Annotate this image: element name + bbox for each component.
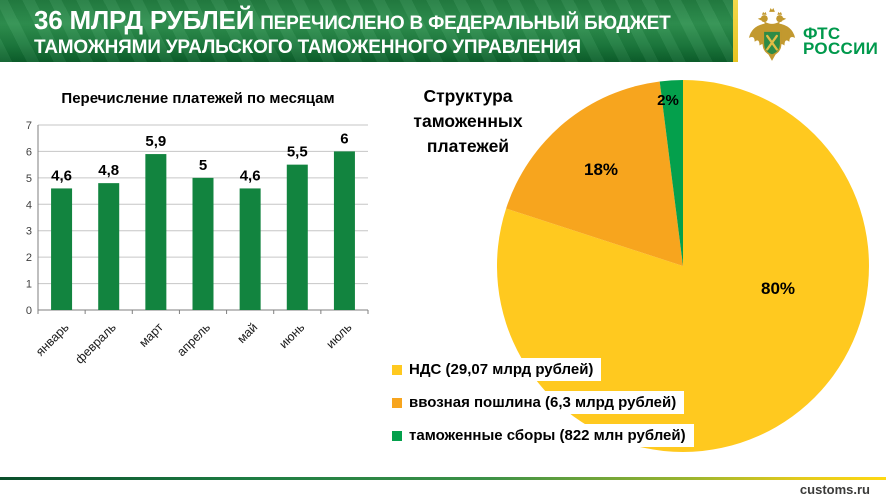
legend-label-nds: НДС (29,07 млрд рублей): [409, 361, 594, 378]
svg-text:июль: июль: [324, 320, 355, 351]
svg-text:6: 6: [340, 130, 348, 147]
svg-text:2: 2: [26, 252, 32, 264]
svg-text:апрель: апрель: [174, 320, 213, 359]
svg-text:3: 3: [26, 226, 32, 238]
svg-text:2%: 2%: [657, 92, 679, 109]
bar-chart-svg: 0 1 2 3 4 5 6 7 4,6 январь 4,8 февраль 5,9 март 5 апрел…: [26, 120, 369, 367]
svg-text:январь: январь: [33, 320, 72, 359]
customs-site-link[interactable]: customs.ru: [799, 482, 870, 497]
fts-logo-text: ФТС РОССИИ: [803, 24, 879, 58]
header-title: 36 МЛРД РУБЛЕЙ ПЕРЕЧИСЛЕНО В ФЕДЕРАЛЬНЫЙ …: [34, 5, 724, 59]
header-accent-stripe: [733, 0, 738, 62]
bar-chart-title: Перечисление платежей по месяцам: [61, 90, 335, 107]
header-title-line2: ТАМОЖНЯМИ УРАЛЬСКОГО ТАМОЖЕННОГО УПРАВЛЕ…: [34, 37, 581, 58]
svg-text:июнь: июнь: [276, 320, 307, 351]
svg-text:4: 4: [26, 199, 32, 211]
svg-text:5: 5: [26, 173, 32, 185]
header-title-line1: 36 МЛРД РУБЛЕЙ ПЕРЕЧИСЛЕНО В ФЕДЕРАЛЬНЫЙ …: [34, 5, 724, 36]
svg-text:март: март: [136, 320, 166, 350]
svg-text:5,9: 5,9: [145, 133, 166, 150]
svg-text:5,5: 5,5: [287, 144, 308, 161]
legend-label-import-duty: ввозная пошлина (6,3 млрд рублей): [409, 394, 677, 411]
legend-row-nds: НДС (29,07 млрд рублей): [388, 358, 602, 381]
header-title-rest: ПЕРЕЧИСЛЕНО В ФЕДЕРАЛЬНЫЙ БЮДЖЕТ: [260, 13, 671, 34]
legend-row-import-duty: ввозная пошлина (6,3 млрд рублей): [388, 391, 685, 414]
legend-swatch-customs-fees: [392, 430, 402, 441]
legend-row-customs-fees: таможенные сборы (822 млн рублей): [388, 424, 694, 447]
svg-text:4,8: 4,8: [98, 162, 119, 179]
pie-legend: НДС (29,07 млрд рублей) ввозная пошлина …: [388, 358, 694, 457]
legend-label-customs-fees: таможенные сборы (822 млн рублей): [409, 427, 686, 444]
fts-logo: ФТС РОССИИ: [747, 5, 879, 61]
fts-eagle-emblem-icon: [747, 6, 797, 67]
svg-text:май: май: [234, 320, 260, 346]
header-banner: 36 МЛРД РУБЛЕЙ ПЕРЕЧИСЛЕНО В ФЕДЕРАЛЬНЫЙ …: [0, 0, 733, 62]
fts-logo-line2: РОССИИ: [803, 39, 879, 58]
svg-text:февраль: февраль: [72, 320, 118, 366]
svg-text:80%: 80%: [761, 279, 795, 298]
svg-text:4,6: 4,6: [240, 167, 261, 184]
svg-text:18%: 18%: [584, 160, 618, 179]
svg-text:1: 1: [26, 279, 32, 291]
svg-text:5: 5: [199, 157, 207, 174]
header-title-amount: 36 МЛРД РУБЛЕЙ: [34, 5, 255, 35]
svg-text:7: 7: [26, 120, 32, 132]
footer-divider-line: [0, 477, 886, 480]
legend-swatch-import-duty: [392, 397, 402, 408]
legend-swatch-nds: [392, 364, 402, 375]
svg-text:6: 6: [26, 146, 32, 158]
svg-text:0: 0: [26, 305, 32, 317]
fts-logo-line1: ФТС: [803, 24, 841, 43]
pie-chart-title: Структура таможенных платежей: [413, 86, 523, 156]
svg-text:4,6: 4,6: [51, 167, 72, 184]
